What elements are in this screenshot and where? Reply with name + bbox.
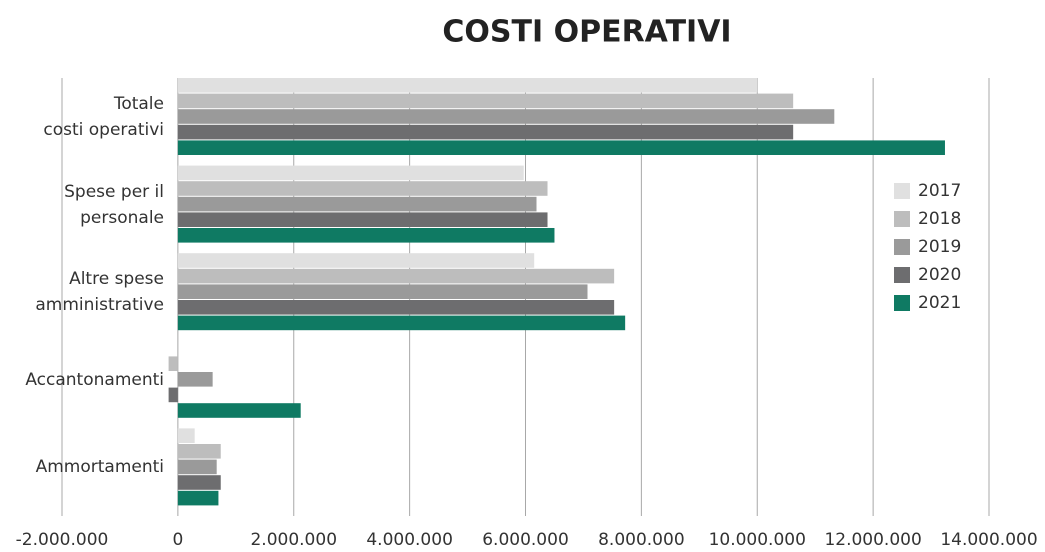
x-tick-label: 0: [172, 530, 183, 550]
bar: [177, 459, 217, 475]
bar: [177, 165, 524, 181]
legend-swatch: [894, 267, 910, 283]
bar: [177, 268, 615, 284]
y-tick-label: Altre spese amministrative: [35, 269, 164, 316]
legend-label: 2019: [918, 237, 961, 257]
x-tick-label: 10.000.000: [709, 530, 806, 550]
bar: [177, 253, 535, 268]
y-tick-label: Totale costi operativi: [43, 94, 164, 140]
bar: [177, 490, 219, 506]
legend-label: 2021: [918, 293, 961, 313]
bar: [177, 196, 537, 212]
x-tick-label: 2.000.000: [250, 530, 337, 550]
bar: [177, 140, 945, 155]
bar: [177, 93, 794, 109]
y-tick-label: Ammortamenti: [35, 457, 164, 478]
legend-label: 2017: [918, 181, 961, 201]
bar: [177, 403, 301, 418]
x-tick-label: 6.000.000: [482, 530, 569, 550]
legend-label: 2020: [918, 265, 961, 285]
bar: [177, 78, 758, 93]
bar: [177, 428, 195, 443]
legend-swatch: [894, 239, 910, 255]
bar: [177, 212, 548, 227]
legend-swatch: [894, 295, 910, 311]
bar: [168, 356, 178, 371]
legend-label: 2018: [918, 209, 961, 229]
bar: [168, 387, 178, 403]
legend-swatch: [894, 211, 910, 227]
x-tick-label: -2.000.000: [16, 530, 109, 550]
legend-swatch: [894, 183, 910, 199]
x-tick-label: 8.000.000: [598, 530, 685, 550]
x-tick-label: 12.000.000: [824, 530, 921, 550]
bar: [177, 228, 555, 243]
bar: [177, 300, 615, 315]
bar: [177, 475, 221, 490]
chart-title: COSTI OPERATIVI: [442, 15, 731, 50]
bar: [177, 109, 835, 124]
bar: [177, 124, 794, 140]
y-tick-label: Accantonamenti: [25, 369, 164, 390]
bar: [177, 181, 548, 196]
bar: [177, 284, 588, 299]
y-tick-label: Spese per il personale: [64, 181, 164, 228]
bar: [177, 315, 626, 331]
x-tick-label: 14.000.000: [940, 530, 1037, 550]
bar: [177, 444, 221, 459]
x-tick-label: 4.000.000: [366, 530, 453, 550]
bar: [177, 372, 213, 387]
